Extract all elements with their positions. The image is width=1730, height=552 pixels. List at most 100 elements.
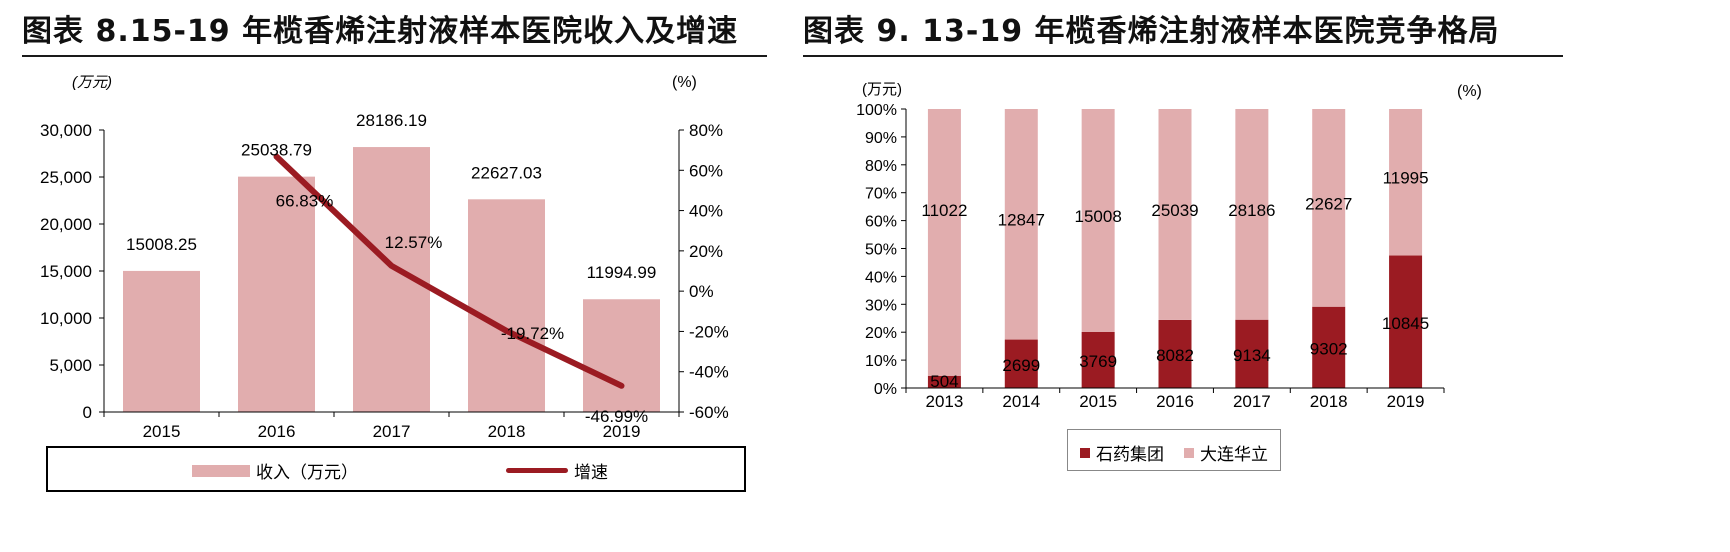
revenue-bar [583,299,660,412]
data-label-series-2: 22627 [1305,194,1352,213]
legend-label-series-2: 大连华立 [1200,445,1268,465]
segment-series-2 [1158,109,1192,320]
left-unit-left: (万元) [72,74,112,91]
growth-line [273,153,625,389]
revenue-data-label: 22627.03 [471,163,542,182]
data-label-series-1: 3769 [1079,352,1117,371]
data-label-series-2: 25039 [1151,201,1198,220]
y2-tick-label: 40% [689,202,723,221]
segment-series-2 [1312,109,1346,307]
y-tick-label: 40% [865,269,897,286]
y-tick-label: 50% [865,242,897,259]
revenue-data-label: 11994.99 [587,263,657,282]
revenue-bar [123,270,200,412]
revenue-bar [238,176,315,412]
left-chart-title: 图表 8.15-19 年榄香烯注射液样本医院收入及增速 [22,14,739,49]
y-tick-label: 15,000 [40,262,92,281]
data-label-series-1: 8082 [1156,346,1194,365]
y2-tick-label: -60% [689,403,729,422]
data-label-series-2: 28186 [1228,201,1275,220]
y-tick-label: 25,000 [40,168,92,187]
growth-data-label: 66.83% [276,192,334,211]
data-label-series-1: 2699 [1002,356,1040,375]
legend-label-series-1: 石药集团 [1096,445,1164,465]
left-legend: 收入（万元） 增速 [46,446,746,492]
x-tick-label: 2016 [1156,392,1194,411]
legend-line-item: 增速 [506,458,608,483]
y-tick-label: 10,000 [40,309,92,328]
legend-bar-item: 收入（万元） [192,458,358,483]
y-tick-label: 70% [865,186,897,203]
y2-tick-label: -20% [689,322,729,341]
x-tick-label: 2016 [258,422,296,441]
segment-series-1 [1158,319,1192,388]
segment-series-1 [1004,339,1038,388]
x-tick-label: 2015 [143,422,181,441]
legend-line-swatch [506,468,568,473]
segment-series-1 [927,375,961,388]
y2-tick-label: 80% [689,121,723,140]
growth-data-label: -19.72% [501,324,564,343]
y-tick-label: 30% [865,297,897,314]
revenue-bar [468,199,545,412]
y-tick-label: 20% [865,325,897,342]
y-tick-label: 100% [856,102,897,119]
right-chart-title: 图表 9. 13-19 年榄香烯注射液样本医院竞争格局 [803,14,1500,49]
data-label-series-1: 9134 [1233,346,1271,365]
segment-series-2 [1004,109,1038,340]
legend-bar-label: 收入（万元） [256,463,358,483]
y-tick-label: 60% [865,214,897,231]
x-tick-label: 2015 [1079,392,1117,411]
segment-series-2 [1081,109,1115,332]
right-unit-right: (%) [1457,83,1482,100]
segment-series-2 [927,109,961,376]
legend-bar-swatch [192,464,250,477]
y2-tick-label: 60% [689,161,723,180]
right-unit-left: (万元) [862,81,902,98]
data-label-series-1: 504 [930,372,958,391]
legend-swatch-series-1 [1080,447,1090,458]
growth-data-label: 12.57% [385,233,443,252]
y-tick-label: 0 [83,403,92,422]
segment-series-1 [1312,306,1346,388]
x-tick-label: 2019 [1387,392,1425,411]
left-chart: 0 5,000 10,000 15,000 20,000 25,000 30,000 -60%… [40,111,729,441]
x-tick-label: 2014 [1002,392,1040,411]
legend-line-label: 增速 [574,463,608,483]
data-label-series-2: 15008 [1075,207,1122,226]
revenue-data-label: 15008.25 [126,235,197,254]
legend-item-series-1: 石药集团 [1080,440,1164,465]
legend-swatch-series-2 [1184,447,1194,458]
segment-series-1 [1389,255,1423,388]
right-legend: 石药集团 大连华立 [1067,429,1281,471]
segment-series-2 [1235,109,1269,320]
left-title-rule [22,55,767,57]
revenue-data-label: 28186.19 [356,111,427,130]
segment-series-1 [1081,331,1115,388]
segment-series-2 [1389,109,1423,256]
y-tick-label: 90% [865,130,897,147]
y2-tick-label: -40% [689,363,729,382]
x-tick-label: 2017 [373,422,411,441]
x-tick-label: 2017 [1233,392,1271,411]
legend-item-series-2: 大连华立 [1184,440,1268,465]
segment-series-1 [1235,319,1269,388]
y-tick-label: 10% [865,353,897,370]
x-tick-label: 2018 [488,422,526,441]
growth-data-label: -46.99% [585,407,648,426]
data-label-series-1: 10845 [1382,314,1429,333]
y-tick-label: 30,000 [40,121,92,140]
y-tick-label: 5,000 [49,356,92,375]
data-label-series-2: 12847 [998,211,1045,230]
y-tick-label: 20,000 [40,215,92,234]
y2-tick-label: 0% [689,282,714,301]
y-tick-label: 80% [865,158,897,175]
data-label-series-2: 11995 [1383,169,1429,188]
x-tick-label: 2019 [603,422,641,441]
data-label-series-2: 11022 [921,201,967,220]
data-label-series-1: 9302 [1310,339,1348,358]
y-tick-label: 0% [874,381,897,398]
left-unit-right: (%) [672,74,697,91]
x-tick-label: 2018 [1310,392,1348,411]
